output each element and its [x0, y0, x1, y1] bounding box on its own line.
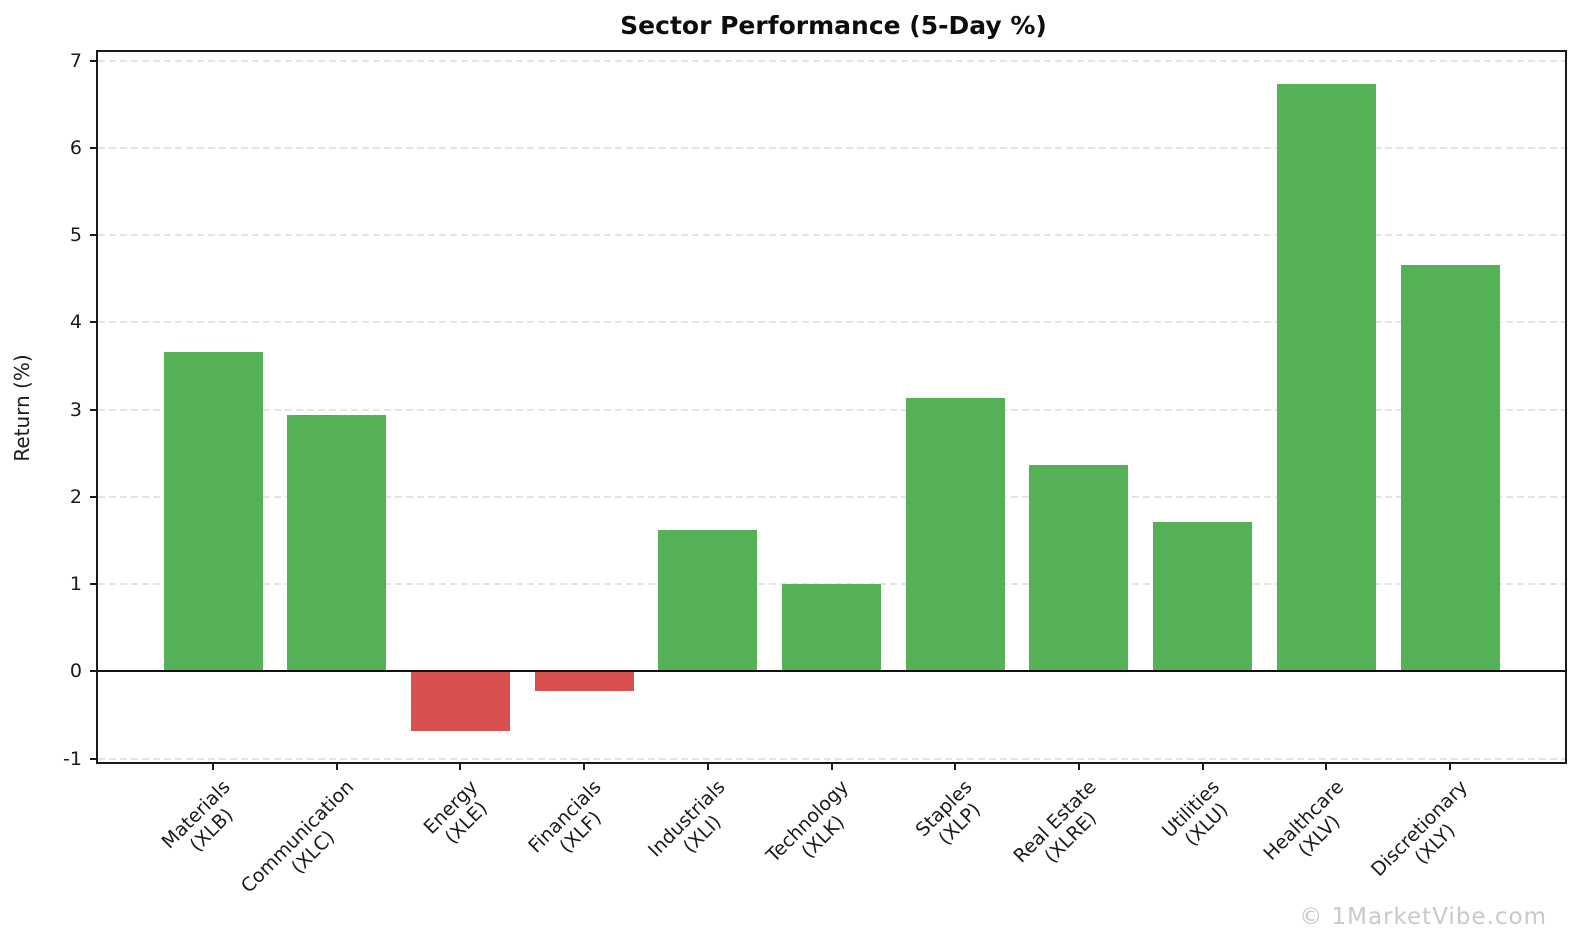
y-tick	[90, 670, 98, 673]
gridline	[98, 146, 1565, 149]
bar-xlk	[782, 584, 881, 672]
y-axis-label: Return (%)	[10, 354, 34, 462]
gridline	[98, 321, 1565, 324]
y-tick	[90, 757, 98, 760]
watermark: © 1MarketVibe.com	[1299, 904, 1547, 930]
y-tick-label: 3	[69, 398, 82, 421]
zero-axis-line	[98, 670, 1565, 673]
bar-xli	[658, 529, 758, 672]
x-tick-label: Materials (XLB)	[157, 776, 250, 869]
bar-xlc	[287, 414, 387, 672]
x-tick	[583, 762, 586, 770]
y-tick-label: 5	[69, 224, 82, 247]
x-tick-label: Technology (XLK)	[762, 776, 868, 882]
x-tick	[1325, 762, 1328, 770]
bar-xlp	[905, 398, 1005, 672]
gridline	[98, 59, 1565, 62]
x-tick-label: Industrials (XLI)	[644, 776, 745, 877]
x-tick-label: Discretionary (XLY)	[1367, 776, 1488, 897]
bar-xlb	[163, 352, 263, 672]
gridline	[98, 408, 1565, 411]
x-tick	[1077, 762, 1080, 770]
x-tick-label: Communication (XLC)	[237, 776, 374, 913]
y-tick-label: -1	[63, 747, 82, 770]
gridline	[98, 495, 1565, 498]
x-tick	[706, 762, 709, 770]
x-tick-label: Real Estate (XLRE)	[1009, 776, 1116, 883]
y-tick	[90, 146, 98, 149]
bar-xlv	[1276, 84, 1376, 672]
x-tick-label: Utilities (XLU)	[1158, 776, 1240, 858]
y-tick	[90, 59, 98, 62]
y-tick	[90, 321, 98, 324]
chart-title: Sector Performance (5-Day %)	[620, 11, 1047, 40]
y-tick-label: 1	[69, 573, 82, 596]
x-tick-label: Financials (XLF)	[524, 776, 621, 873]
x-tick	[212, 762, 214, 770]
y-tick	[90, 583, 98, 586]
x-tick	[1449, 762, 1451, 770]
plot-area: -1 0 1 2 3 4 5 6 7 Materials (XLB) Communication (XL…	[63, 50, 1567, 897]
x-tick	[459, 762, 462, 770]
gridline	[98, 757, 1565, 760]
y-tick-label: 7	[69, 49, 82, 72]
x-tick	[830, 762, 833, 770]
x-tick-label: Healthcare (XLV)	[1259, 776, 1363, 880]
bar-xlu	[1153, 522, 1253, 672]
gridline	[98, 234, 1565, 237]
y-tick	[90, 408, 98, 411]
x-tick	[335, 762, 338, 770]
x-tick-label: Energy (XLE)	[419, 776, 497, 854]
y-tick-label: 2	[69, 485, 82, 508]
bar-xle	[410, 671, 510, 731]
x-tick	[1201, 762, 1204, 770]
y-tick	[90, 234, 98, 237]
bar-xly	[1400, 264, 1500, 672]
y-tick-label: 6	[69, 136, 82, 159]
bar-xlre	[1029, 465, 1129, 672]
x-tick	[954, 762, 957, 770]
y-tick-label: 4	[69, 311, 82, 334]
bar-xlf	[534, 671, 634, 692]
y-tick-label: 0	[69, 660, 82, 683]
x-tick-label: Staples (XLP)	[912, 776, 993, 857]
y-tick	[90, 495, 98, 498]
